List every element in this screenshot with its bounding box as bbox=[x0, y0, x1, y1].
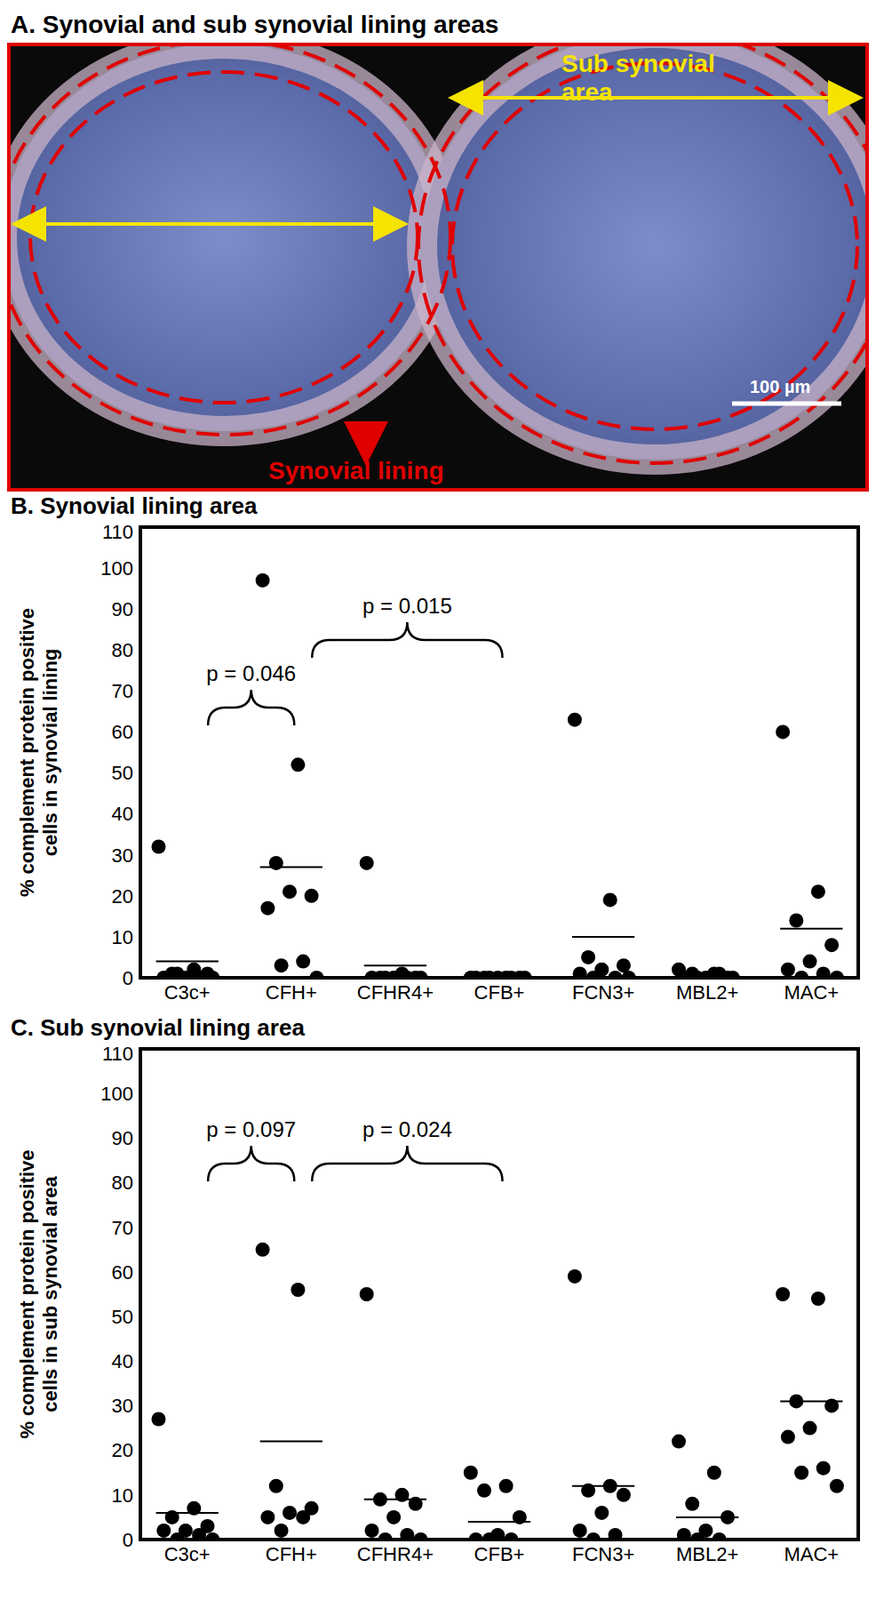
svg-text:C3c+: C3c+ bbox=[164, 980, 211, 1004]
svg-text:MAC+: MAC+ bbox=[783, 980, 839, 1004]
svg-text:60: 60 bbox=[111, 720, 134, 743]
svg-text:100: 100 bbox=[100, 557, 134, 580]
svg-text:90: 90 bbox=[111, 1126, 134, 1149]
svg-text:FCN3+: FCN3+ bbox=[572, 1542, 635, 1565]
svg-text:MBL2+: MBL2+ bbox=[676, 1542, 739, 1565]
svg-text:p = 0.024: p = 0.024 bbox=[362, 1116, 453, 1141]
svg-text:C3c+: C3c+ bbox=[164, 1542, 211, 1565]
svg-text:30: 30 bbox=[111, 844, 134, 867]
svg-text:30: 30 bbox=[111, 1393, 134, 1417]
svg-text:cells in sub synovial area: cells in sub synovial area bbox=[39, 1175, 62, 1412]
svg-text:50: 50 bbox=[111, 1305, 134, 1328]
svg-text:CFHR4+: CFHR4+ bbox=[357, 1542, 434, 1565]
svg-text:p = 0.015: p = 0.015 bbox=[362, 593, 453, 618]
svg-text:% complement protein positive: % complement protein positive bbox=[15, 607, 39, 897]
html-text:Sub synovial area: Sub synovial area bbox=[561, 49, 715, 106]
svg-text:CFB+: CFB+ bbox=[474, 1542, 526, 1565]
svg-text:MBL2+: MBL2+ bbox=[676, 980, 739, 1004]
svg-text:90: 90 bbox=[111, 597, 134, 621]
svg-text:0: 0 bbox=[122, 1528, 134, 1551]
svg-text:70: 70 bbox=[111, 679, 134, 702]
svg-text:CFHR4+: CFHR4+ bbox=[357, 980, 434, 1004]
svg-text:70: 70 bbox=[111, 1216, 134, 1239]
svg-text:20: 20 bbox=[111, 1438, 134, 1461]
svg-text:FCN3+: FCN3+ bbox=[572, 980, 635, 1004]
svg-text:% complement protein positive: % complement protein positive bbox=[15, 1148, 39, 1438]
svg-text:p = 0.097: p = 0.097 bbox=[206, 1116, 296, 1141]
svg-text:100: 100 bbox=[100, 1082, 134, 1105]
html-text:Synovial lining: Synovial lining bbox=[268, 456, 444, 485]
svg-text:p = 0.046: p = 0.046 bbox=[206, 660, 296, 685]
svg-text:80: 80 bbox=[111, 1170, 134, 1194]
svg-text:50: 50 bbox=[111, 761, 134, 784]
svg-text:cells in synovial lining: cells in synovial lining bbox=[39, 648, 62, 857]
svg-text:10: 10 bbox=[111, 925, 134, 948]
svg-text:CFB+: CFB+ bbox=[474, 980, 526, 1004]
html-text:A. Synovial and sub synovial l: A. Synovial and sub synovial lining area… bbox=[10, 10, 499, 39]
html-text:C. Sub synovial lining area: C. Sub synovial lining area bbox=[10, 1013, 305, 1041]
svg-text:CFH+: CFH+ bbox=[265, 980, 318, 1004]
svg-text:110: 110 bbox=[102, 520, 134, 543]
html-text:100 µm: 100 µm bbox=[749, 376, 811, 397]
svg-text:40: 40 bbox=[111, 1349, 134, 1372]
svg-text:110: 110 bbox=[102, 1042, 134, 1065]
svg-text:CFH+: CFH+ bbox=[265, 1542, 318, 1565]
svg-text:60: 60 bbox=[111, 1260, 134, 1283]
svg-text:0: 0 bbox=[122, 966, 134, 989]
svg-text:MAC+: MAC+ bbox=[783, 1542, 839, 1565]
svg-text:10: 10 bbox=[111, 1483, 134, 1506]
svg-text:80: 80 bbox=[111, 638, 134, 661]
svg-text:20: 20 bbox=[111, 884, 134, 908]
html-text:B. Synovial lining area: B. Synovial lining area bbox=[10, 492, 258, 519]
svg-text:40: 40 bbox=[111, 802, 134, 825]
